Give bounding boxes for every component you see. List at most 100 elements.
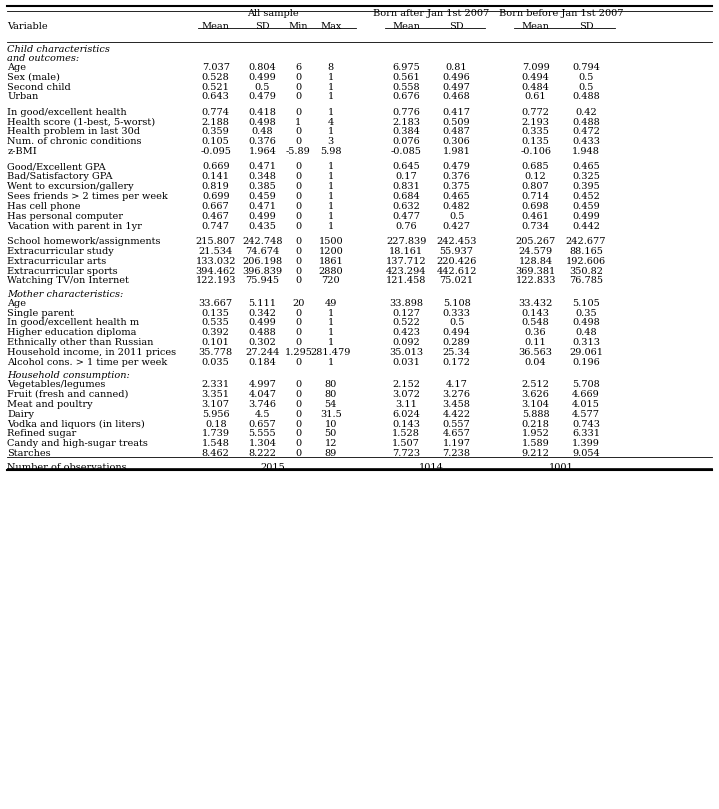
Text: 0: 0 xyxy=(296,439,301,448)
Text: Has cell phone: Has cell phone xyxy=(7,202,81,211)
Text: All sample: All sample xyxy=(247,9,299,18)
Text: 2.512: 2.512 xyxy=(522,380,549,389)
Text: 0: 0 xyxy=(296,222,301,231)
Text: Min: Min xyxy=(288,22,308,31)
Text: 0.528: 0.528 xyxy=(202,73,229,82)
Text: 0.5: 0.5 xyxy=(255,83,270,91)
Text: -5.89: -5.89 xyxy=(286,147,311,156)
Text: 0.494: 0.494 xyxy=(443,328,470,337)
Text: 0.101: 0.101 xyxy=(202,338,229,347)
Text: Mean: Mean xyxy=(202,22,229,31)
Text: 5.98: 5.98 xyxy=(320,147,342,156)
Text: 1.304: 1.304 xyxy=(249,439,276,448)
Text: 0.465: 0.465 xyxy=(443,192,470,201)
Text: Born after Jan 1st 2007: Born after Jan 1st 2007 xyxy=(373,9,490,18)
Text: 0.18: 0.18 xyxy=(205,420,226,429)
Text: Sex (male): Sex (male) xyxy=(7,73,60,82)
Text: 1001: 1001 xyxy=(549,463,573,472)
Text: 0: 0 xyxy=(296,163,301,172)
Text: 0.484: 0.484 xyxy=(522,83,549,91)
Text: 0.342: 0.342 xyxy=(249,308,276,318)
Text: 0: 0 xyxy=(296,267,301,276)
Text: 0.335: 0.335 xyxy=(522,128,549,137)
Text: Number of observations: Number of observations xyxy=(7,463,127,472)
Text: 0.141: 0.141 xyxy=(202,172,229,181)
Text: 0: 0 xyxy=(296,202,301,211)
Text: 5.708: 5.708 xyxy=(572,380,600,389)
Text: 0.105: 0.105 xyxy=(202,138,229,146)
Text: 7.099: 7.099 xyxy=(522,63,549,72)
Text: School homework/assignments: School homework/assignments xyxy=(7,237,160,246)
Text: Starches: Starches xyxy=(7,449,51,458)
Text: Vegetables/legumes: Vegetables/legumes xyxy=(7,380,106,389)
Text: 1: 1 xyxy=(328,358,334,367)
Text: 0.467: 0.467 xyxy=(202,212,229,221)
Text: 1.589: 1.589 xyxy=(522,439,549,448)
Text: 2015: 2015 xyxy=(261,463,285,472)
Text: 0.734: 0.734 xyxy=(522,222,549,231)
Text: 0.435: 0.435 xyxy=(249,222,276,231)
Text: 1.507: 1.507 xyxy=(393,439,420,448)
Text: 0.423: 0.423 xyxy=(393,328,420,337)
Text: Dairy: Dairy xyxy=(7,409,35,419)
Text: 0.427: 0.427 xyxy=(443,222,470,231)
Text: 10: 10 xyxy=(324,420,337,429)
Text: 3.107: 3.107 xyxy=(202,400,229,409)
Text: 80: 80 xyxy=(324,380,337,389)
Text: -0.085: -0.085 xyxy=(391,147,421,156)
Text: 0.459: 0.459 xyxy=(249,192,276,201)
Text: 0: 0 xyxy=(296,430,301,438)
Text: 0.5: 0.5 xyxy=(449,212,464,221)
Text: Vacation with parent in 1yr: Vacation with parent in 1yr xyxy=(7,222,142,231)
Text: Sees friends > 2 times per week: Sees friends > 2 times per week xyxy=(7,192,168,201)
Text: 0.794: 0.794 xyxy=(572,63,600,72)
Text: 0.325: 0.325 xyxy=(572,172,600,181)
Text: 0: 0 xyxy=(296,338,301,347)
Text: 0.61: 0.61 xyxy=(525,92,546,101)
Text: Watching TV/on Internet: Watching TV/on Internet xyxy=(7,277,129,286)
Text: 7.037: 7.037 xyxy=(202,63,229,72)
Text: 1.197: 1.197 xyxy=(443,439,470,448)
Text: Extracurricular sports: Extracurricular sports xyxy=(7,267,118,276)
Text: 0.676: 0.676 xyxy=(393,92,420,101)
Text: Health score (1-best, 5-worst): Health score (1-best, 5-worst) xyxy=(7,117,155,126)
Text: 0.302: 0.302 xyxy=(249,338,276,347)
Text: 0: 0 xyxy=(296,192,301,201)
Text: 0.031: 0.031 xyxy=(393,358,420,367)
Text: 0.561: 0.561 xyxy=(393,73,420,82)
Text: 0.499: 0.499 xyxy=(249,212,276,221)
Text: 423.294: 423.294 xyxy=(386,267,426,276)
Text: 0.479: 0.479 xyxy=(443,163,470,172)
Text: 0: 0 xyxy=(296,256,301,265)
Text: 1.952: 1.952 xyxy=(522,430,549,438)
Text: In good/excellent health: In good/excellent health xyxy=(7,108,127,116)
Text: 0: 0 xyxy=(296,247,301,256)
Text: Extracurricular arts: Extracurricular arts xyxy=(7,256,106,265)
Text: 3.746: 3.746 xyxy=(249,400,276,409)
Text: 80: 80 xyxy=(324,390,337,399)
Text: 0.831: 0.831 xyxy=(393,182,420,191)
Text: 0: 0 xyxy=(296,182,301,191)
Text: 1: 1 xyxy=(328,163,334,172)
Text: 75.021: 75.021 xyxy=(439,277,474,286)
Text: and outcomes:: and outcomes: xyxy=(7,54,79,63)
Text: 0.375: 0.375 xyxy=(443,182,470,191)
Text: 0.496: 0.496 xyxy=(443,73,470,82)
Text: Max: Max xyxy=(320,22,342,31)
Text: 7.238: 7.238 xyxy=(443,449,470,458)
Text: 0.535: 0.535 xyxy=(202,319,229,328)
Text: 0.499: 0.499 xyxy=(572,212,600,221)
Text: 18.161: 18.161 xyxy=(389,247,423,256)
Text: 1.964: 1.964 xyxy=(249,147,276,156)
Text: 1: 1 xyxy=(328,319,334,328)
Text: 0.497: 0.497 xyxy=(443,83,470,91)
Text: 3.626: 3.626 xyxy=(522,390,549,399)
Text: 442.612: 442.612 xyxy=(436,267,477,276)
Text: 0.714: 0.714 xyxy=(522,192,549,201)
Text: 206.198: 206.198 xyxy=(242,256,283,265)
Text: 1: 1 xyxy=(328,192,334,201)
Text: Household income, in 2011 prices: Household income, in 2011 prices xyxy=(7,348,176,357)
Text: 0.04: 0.04 xyxy=(525,358,546,367)
Text: 1: 1 xyxy=(328,328,334,337)
Text: 0: 0 xyxy=(296,108,301,116)
